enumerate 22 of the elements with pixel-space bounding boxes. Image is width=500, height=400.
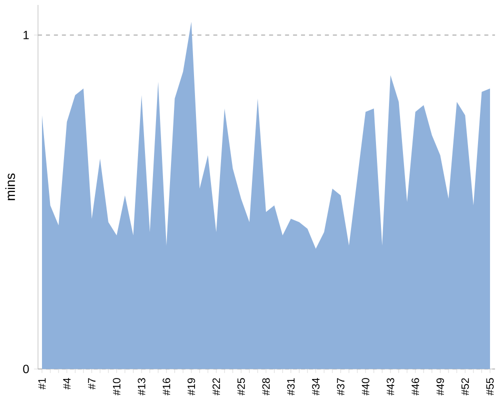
- x-tick-label: #55: [486, 378, 494, 396]
- x-tick-label: #31: [287, 378, 295, 396]
- x-tick-label: #7: [88, 378, 96, 390]
- x-tick-label: #49: [436, 378, 444, 396]
- y-tick-label: 0: [23, 364, 29, 374]
- x-tick-label: #40: [362, 378, 370, 396]
- x-tick-label: #1: [38, 378, 46, 390]
- x-tick-label: #43: [386, 378, 394, 396]
- x-tick-label: #10: [112, 378, 120, 396]
- x-tick-label: #28: [262, 378, 270, 396]
- x-tick-label: #16: [162, 378, 170, 396]
- x-tick-label: #37: [336, 378, 344, 396]
- x-tick-label: #22: [212, 378, 220, 396]
- y-tick-label: 1: [24, 30, 29, 40]
- x-tick-label: #34: [312, 378, 320, 396]
- x-tick-label: #46: [412, 378, 420, 396]
- y-axis-title: mins: [5, 173, 16, 200]
- x-tick-label: #52: [461, 378, 469, 396]
- x-tick-label: #25: [237, 378, 245, 396]
- x-tick-label: #19: [188, 378, 196, 396]
- x-tick-label: #13: [138, 378, 146, 396]
- x-tick-label: #4: [63, 378, 71, 390]
